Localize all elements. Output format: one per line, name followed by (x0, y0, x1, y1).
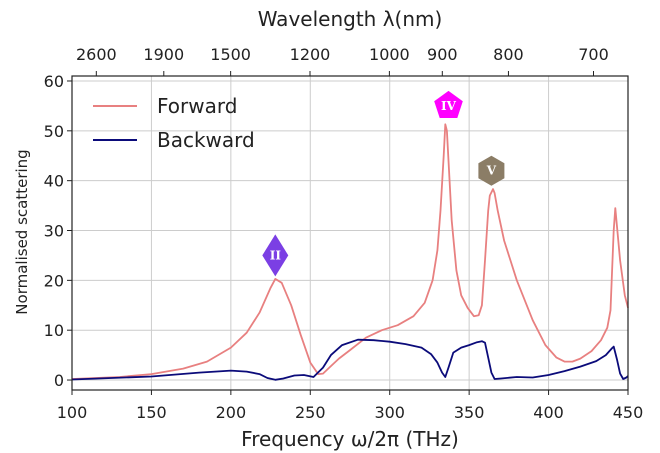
top-tick-label: 800 (493, 45, 524, 64)
tick-labels: 100 150 200 250 300 350 400 450 0 10 20 30 40 50 60 260… (44, 45, 644, 422)
resonance-markers: II IV V (262, 90, 505, 277)
y-tick-label: 50 (44, 122, 64, 141)
top-tick-label: 1200 (290, 45, 331, 64)
legend-label-forward: Forward (157, 94, 237, 118)
series-lines (71, 123, 629, 381)
y-tick-label: 30 (44, 222, 64, 241)
marker-diamond (262, 234, 289, 277)
x-tick-label: 300 (374, 403, 405, 422)
y-tick-label: 20 (44, 271, 64, 290)
x-axis-title: Frequency ω/2π (THz) (241, 427, 459, 451)
x-tick-label: 400 (533, 403, 564, 422)
x-tick-label: 250 (295, 403, 326, 422)
plot-frame (71, 75, 629, 391)
legend-label-backward: Backward (157, 128, 255, 152)
x-tick-label: 350 (454, 403, 485, 422)
y-axis-title: Normalised scattering (13, 149, 31, 314)
series-line-backward (71, 338, 629, 381)
x-tick-label: 150 (136, 403, 167, 422)
legend: Forward Backward (93, 94, 255, 152)
y-tick-label: 10 (44, 321, 64, 340)
grid (71, 76, 629, 390)
marker-pentagon (434, 90, 463, 118)
marker-hexagon (478, 155, 505, 186)
plot-border (71, 75, 629, 391)
marker-label: V (486, 164, 497, 178)
x-tick-label: 100 (57, 403, 88, 422)
y-tick-label: 40 (44, 172, 64, 191)
top-tick-label: 1000 (369, 45, 410, 64)
top-tick-label: 1900 (143, 45, 184, 64)
marker-label: IV (441, 99, 457, 113)
top-axis-title: Wavelength λ(nm) (258, 7, 443, 31)
top-tick-label: 1500 (210, 45, 251, 64)
x-tick-label: 200 (216, 403, 247, 422)
top-tick-label: 700 (578, 45, 609, 64)
y-tick-label: 0 (54, 371, 64, 390)
x-tick-label: 450 (613, 403, 644, 422)
series-line-forward (71, 123, 629, 380)
marker-label: II (270, 248, 282, 262)
top-tick-label: 900 (427, 45, 458, 64)
top-tick-label: 2600 (76, 45, 117, 64)
y-tick-label: 60 (44, 72, 64, 91)
